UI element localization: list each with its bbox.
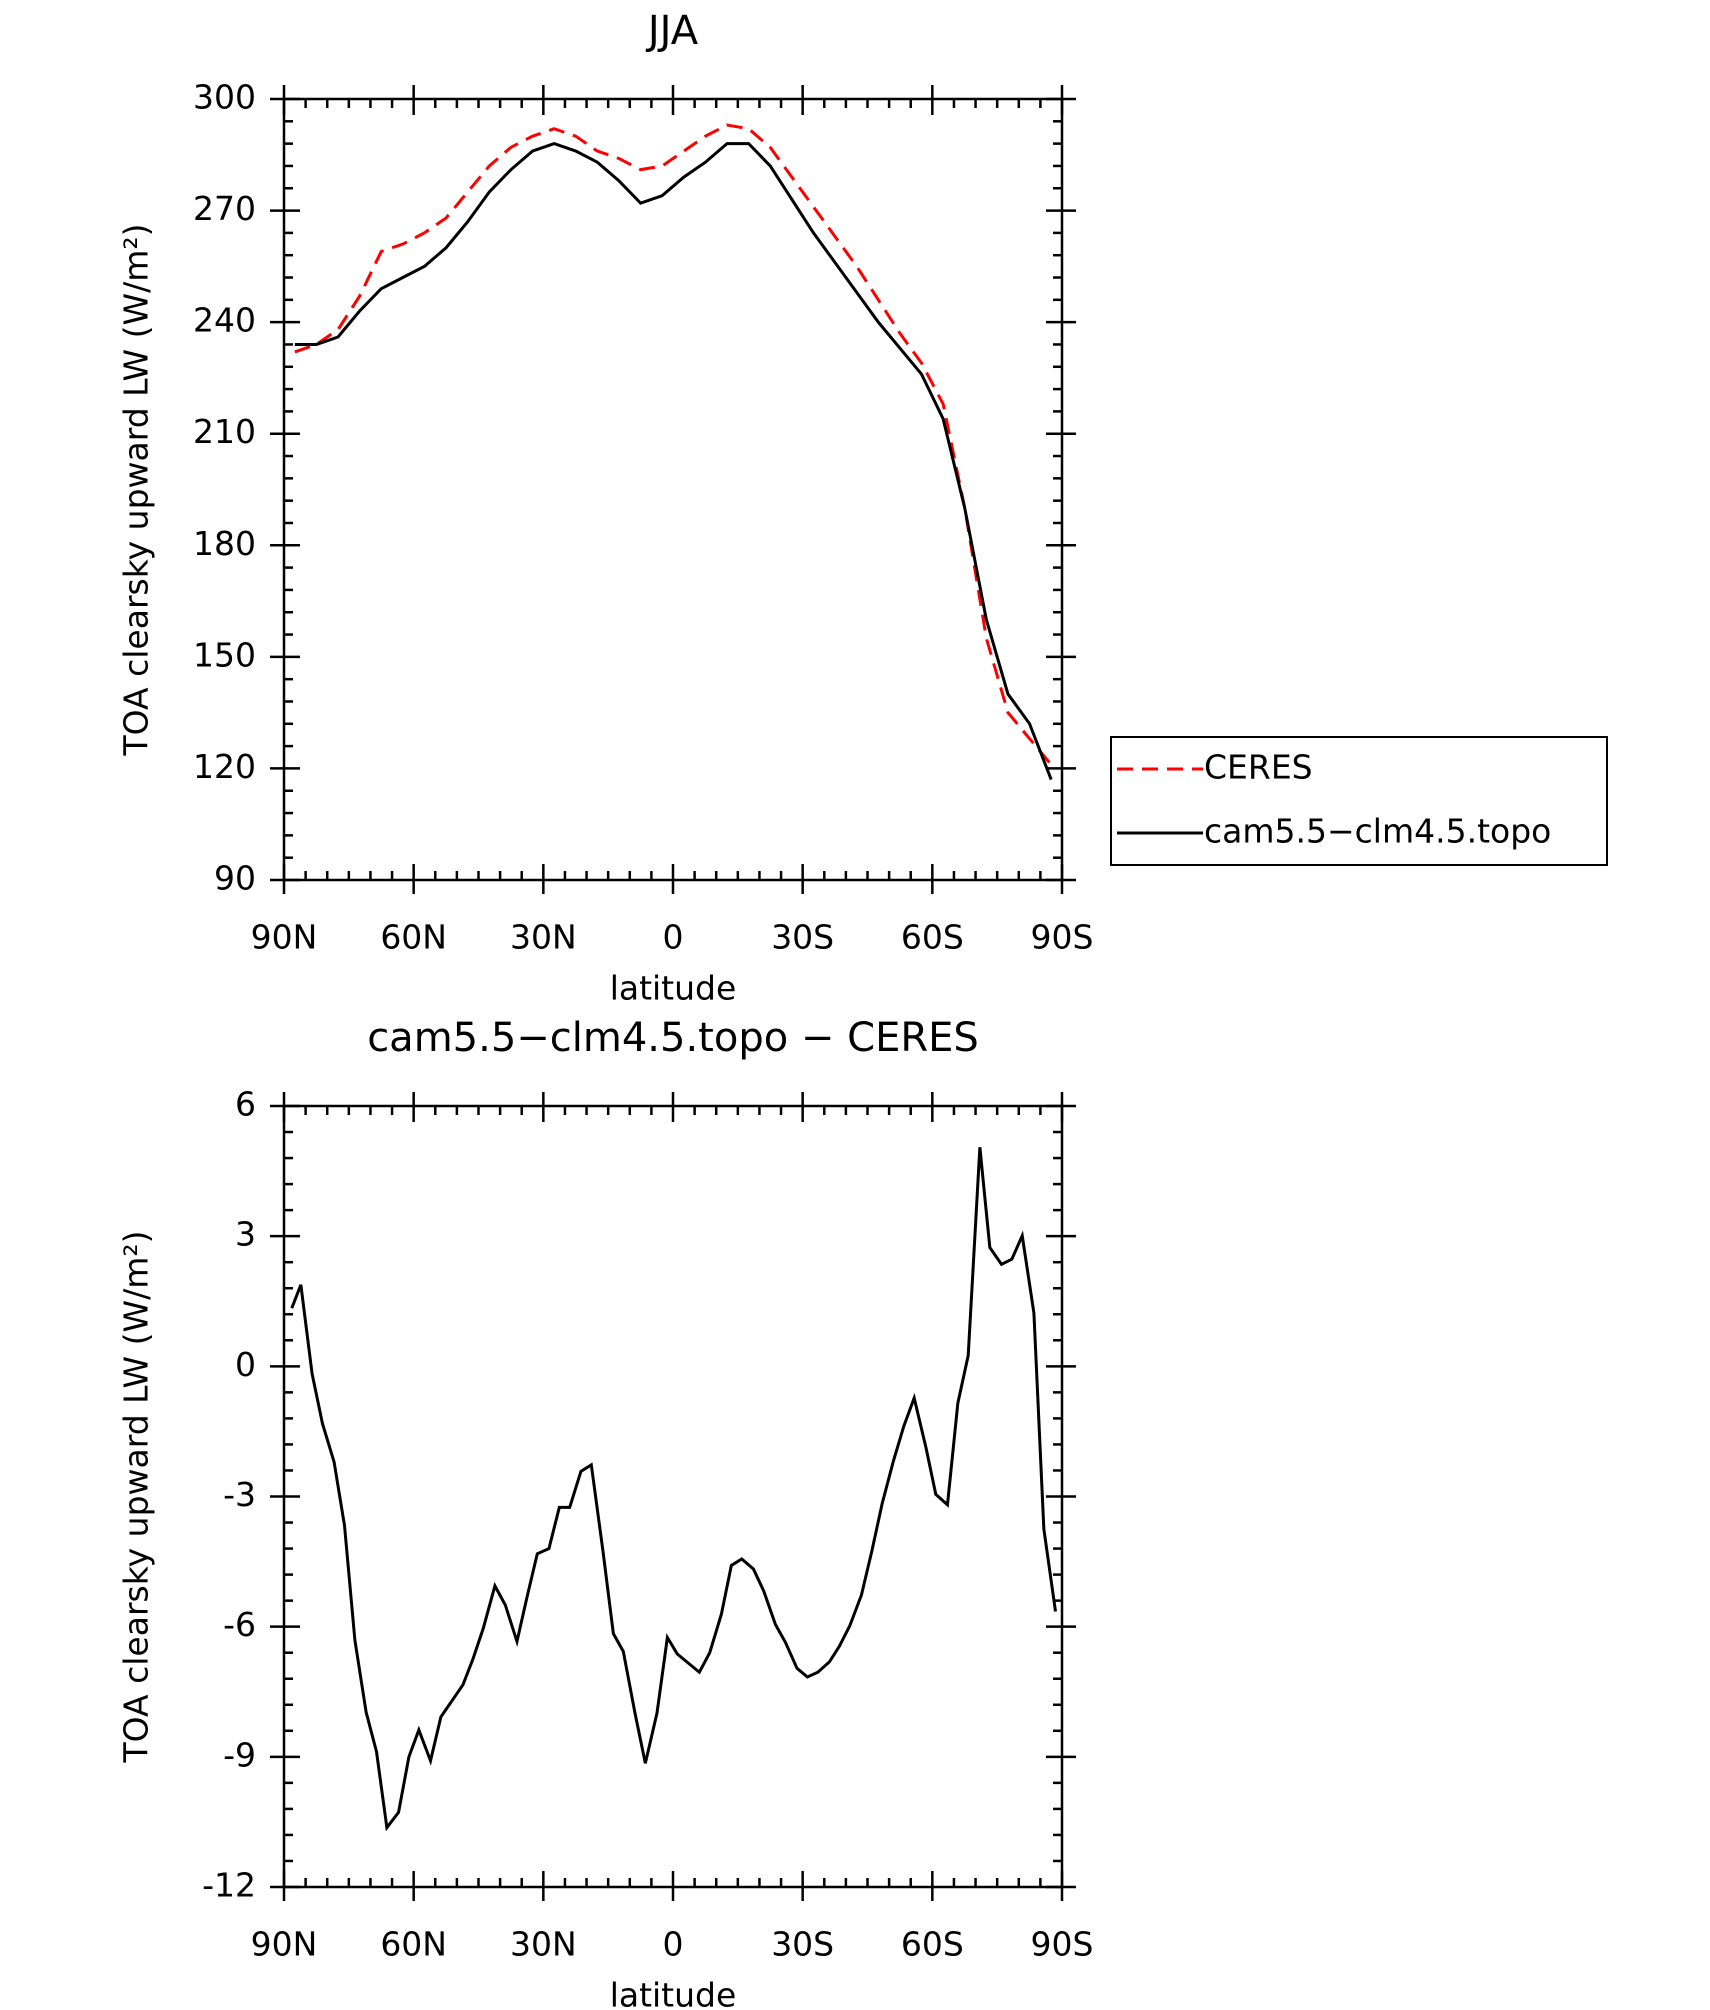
y-tick-label: 300 xyxy=(193,78,256,117)
x-tick-label: 30N xyxy=(510,1925,577,1964)
y-tick-label: 210 xyxy=(193,412,256,451)
y-axis-label: TOA clearsky upward LW (W/m²) xyxy=(117,223,156,756)
y-axis-label: TOA clearsky upward LW (W/m²) xyxy=(117,1230,156,1763)
legend-label: CERES xyxy=(1204,748,1313,787)
y-tick-label: 180 xyxy=(193,524,256,563)
x-axis-label: latitude xyxy=(610,969,737,1008)
x-tick-label: 0 xyxy=(663,1925,684,1964)
y-tick-label: 90 xyxy=(214,859,256,898)
x-tick-label: 30S xyxy=(771,918,834,957)
x-axis-label: latitude xyxy=(610,1976,737,2010)
x-tick-label: 30S xyxy=(771,1925,834,1964)
x-tick-label: 90N xyxy=(251,918,318,957)
legend-label: cam5.5−clm4.5.topo xyxy=(1204,812,1551,851)
data-line xyxy=(290,1147,1058,1832)
y-tick-label: 6 xyxy=(235,1085,256,1124)
y-tick-label: 120 xyxy=(193,747,256,786)
y-tick-label: 240 xyxy=(193,301,256,340)
data-line xyxy=(294,123,1053,766)
y-tick-label: 0 xyxy=(235,1345,256,1384)
x-tick-label: 30N xyxy=(510,918,577,957)
x-tick-label: 90S xyxy=(1031,1925,1094,1964)
y-tick-label: 270 xyxy=(193,189,256,228)
y-tick-label: 150 xyxy=(193,635,256,674)
x-tick-label: 60S xyxy=(901,918,964,957)
y-tick-label: -3 xyxy=(223,1475,256,1514)
y-tick-label: -12 xyxy=(202,1866,256,1905)
x-tick-label: 90S xyxy=(1031,918,1094,957)
x-tick-label: 90N xyxy=(251,1925,318,1964)
x-tick-label: 60N xyxy=(380,918,447,957)
chart-title: cam5.5−clm4.5.topo − CERES xyxy=(367,1015,979,1061)
x-tick-label: 60S xyxy=(901,1925,964,1964)
x-tick-label: 0 xyxy=(663,918,684,957)
y-tick-label: -9 xyxy=(223,1735,256,1774)
plot-frame xyxy=(282,97,1064,882)
chart-title: JJA xyxy=(645,8,699,54)
y-tick-label: 3 xyxy=(235,1215,256,1254)
legend-box xyxy=(1110,736,1608,866)
data-line xyxy=(294,142,1053,781)
plot-frame xyxy=(282,1104,1064,1889)
x-tick-label: 60N xyxy=(380,1925,447,1964)
y-tick-label: -6 xyxy=(223,1605,256,1644)
